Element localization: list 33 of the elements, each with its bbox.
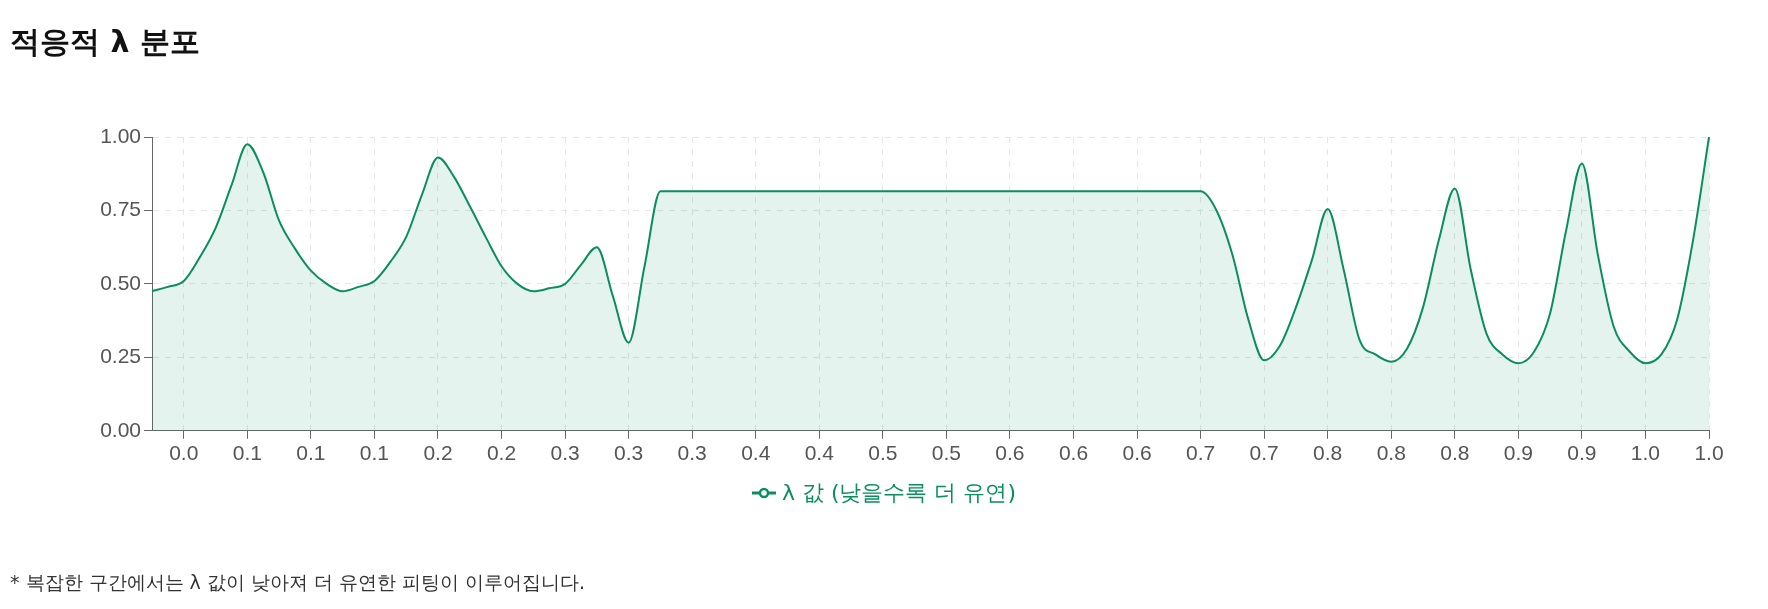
x-tick-label: 0.4 xyxy=(741,441,771,465)
x-tick-label: 0.3 xyxy=(677,441,707,465)
x-tick-label: 0.8 xyxy=(1440,441,1470,465)
x-tick-label: 0.8 xyxy=(1313,441,1343,465)
x-tick-label: 0.3 xyxy=(614,441,644,465)
x-tick-label: 0.3 xyxy=(550,441,580,465)
chart-title: 적응적 λ 분포 xyxy=(10,23,200,61)
x-tick-label: 0.2 xyxy=(423,441,453,465)
text: * 복잡한 구간에서는 λ 값이 낮아져 더 유연한 피팅이 이루어집니다. xyxy=(10,570,586,595)
x-tick-label: 0.8 xyxy=(1376,441,1406,465)
x-tick-label: 0.5 xyxy=(931,441,961,465)
x-tick-label: 0.1 xyxy=(232,441,262,465)
x-tick-label: 0.1 xyxy=(296,441,326,465)
x-tick-label: 0.6 xyxy=(1122,441,1152,465)
x-tick-label: 1.0 xyxy=(1694,441,1724,465)
legend-label: λ 값 (낮을수록 더 유연) xyxy=(781,479,1017,507)
x-tick-label: 0.0 xyxy=(169,441,199,465)
x-tick-label: 1.0 xyxy=(1630,441,1661,465)
x-tick-label: 0.6 xyxy=(1058,441,1089,465)
x-tick-label: 0.7 xyxy=(1185,441,1216,465)
y-tick-label: 0.25 xyxy=(100,344,141,368)
y-tick-label: 1.00 xyxy=(100,123,141,147)
y-tick-label: 0.50 xyxy=(100,270,141,294)
x-tick-label: 0.1 xyxy=(359,441,390,465)
x-tick-label: 0.4 xyxy=(804,441,835,465)
x-tick-label: 0.9 xyxy=(1503,441,1533,465)
x-tick-label: 0.9 xyxy=(1567,441,1597,465)
x-tick-label: 0.6 xyxy=(995,441,1025,465)
x-tick-label: 0.5 xyxy=(868,441,898,465)
x-tick-label: 0.2 xyxy=(486,441,517,465)
y-tick-label: 0.00 xyxy=(100,417,141,441)
y-tick-label: 0.75 xyxy=(100,197,141,221)
x-tick-label: 0.7 xyxy=(1249,441,1279,465)
